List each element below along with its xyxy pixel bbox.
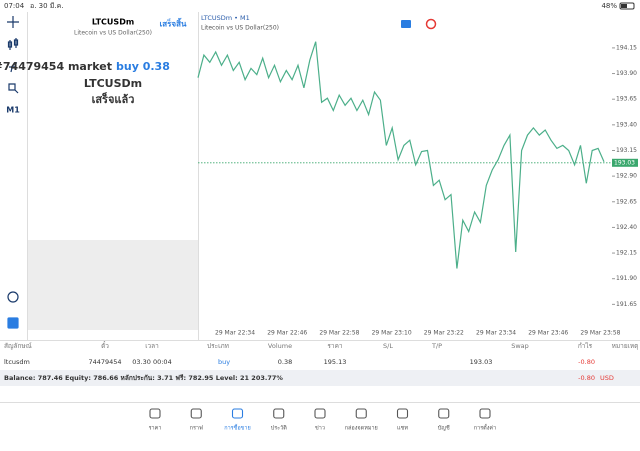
nav-icon[interactable] xyxy=(314,408,326,419)
objects-icon[interactable] xyxy=(8,83,19,94)
table-cell: 74479454 xyxy=(88,358,121,366)
nav-icon[interactable] xyxy=(396,408,409,419)
nav-icon[interactable] xyxy=(438,408,450,419)
order-result: เสร็จแล้ว xyxy=(92,92,135,106)
nav-icon[interactable] xyxy=(355,408,367,419)
nav-icon[interactable] xyxy=(231,408,244,419)
chart-description: Litecoin vs US Dollar(250) xyxy=(201,25,279,32)
table-header: สัญลักษณ์ xyxy=(4,342,32,350)
y-tick-label: 193.40 xyxy=(616,121,637,128)
nav-icons xyxy=(149,408,491,419)
order-id: #74479454 market xyxy=(0,60,112,73)
x-tick-label: 29 Mar 22:34 xyxy=(215,330,255,337)
table-header: S/L xyxy=(383,342,393,350)
nav-label[interactable]: กล่องจดหมาย xyxy=(345,426,378,432)
nav-icon[interactable] xyxy=(149,408,161,419)
table-header: ราคา xyxy=(327,342,342,350)
nav-label[interactable]: ข่าว xyxy=(315,426,325,432)
x-tick-label: 29 Mar 23:10 xyxy=(372,330,412,337)
toolbar xyxy=(7,16,19,329)
y-tick-label: 192.15 xyxy=(616,250,637,257)
status-time: 07:04 xyxy=(4,2,25,10)
nav-label[interactable]: การซื้อขาย xyxy=(224,424,250,432)
nav-icon[interactable] xyxy=(273,408,285,419)
table-cell: -0.80 xyxy=(578,358,595,366)
battery-level xyxy=(621,4,627,8)
x-tick-label: 29 Mar 23:46 xyxy=(528,330,568,337)
table-header: ประเภท xyxy=(207,342,229,350)
nav-icon[interactable] xyxy=(479,408,491,419)
add-icon[interactable] xyxy=(7,317,19,329)
status-date: อ. 30 มี.ค. xyxy=(30,2,64,10)
y-tick-label: 191.65 xyxy=(616,301,637,308)
x-tick-label: 29 Mar 23:34 xyxy=(476,330,516,337)
order-side: buy 0.38 xyxy=(116,60,170,73)
table-cell: ltcusdm xyxy=(4,358,30,366)
x-tick-label: 29 Mar 22:58 xyxy=(319,330,359,337)
x-tick-label: 29 Mar 23:22 xyxy=(424,330,464,337)
currency: USD xyxy=(600,374,614,382)
table-cell: 03.30 00:04 xyxy=(132,358,171,366)
current-price-box xyxy=(612,158,638,167)
table-header: Volume xyxy=(268,342,292,350)
balance-bar xyxy=(0,370,640,386)
order-description: Litecoin vs US Dollar(250) xyxy=(74,30,152,37)
table-header: Swap xyxy=(511,342,529,350)
chart-symbol: LTCUSDm • M1 xyxy=(201,14,250,22)
nav-label[interactable]: แชท xyxy=(397,425,408,432)
table-header: เวลา xyxy=(145,342,159,350)
y-tick-label: 193.65 xyxy=(616,96,637,103)
table-cell: 0.38 xyxy=(278,358,292,366)
battery-icon xyxy=(619,2,635,10)
y-tick-label: 191.90 xyxy=(616,275,637,282)
table-header: กำไร xyxy=(578,342,593,350)
function-icon[interactable] xyxy=(9,62,18,73)
y-tick-label: 192.40 xyxy=(616,224,637,231)
nav-label[interactable]: กราฟ xyxy=(190,425,203,432)
current-price-label: 193.03 xyxy=(614,159,635,166)
y-tick-label: 192.65 xyxy=(616,198,637,205)
nav-label[interactable]: บัญชี xyxy=(438,425,450,432)
y-tick-label: 193.90 xyxy=(616,70,637,77)
nav-label[interactable]: การตั้งค่า xyxy=(474,424,496,432)
crosshair-icon[interactable] xyxy=(7,16,19,28)
nav-icon[interactable] xyxy=(190,408,202,419)
price-axis xyxy=(612,12,640,340)
table-cell: 195.13 xyxy=(324,358,347,366)
order-symbol: LTCUSDm xyxy=(92,18,134,27)
search-icon[interactable] xyxy=(7,291,19,303)
total-profit: -0.80 xyxy=(578,374,595,382)
x-tick-label: 29 Mar 22:46 xyxy=(267,330,307,337)
y-tick-label: 192.90 xyxy=(616,173,637,180)
battery: 48% xyxy=(601,2,617,10)
done-button[interactable]: เสร็จสิ้น xyxy=(160,18,187,29)
y-tick-label: 193.15 xyxy=(616,147,637,154)
panel-empty xyxy=(28,240,198,330)
table-header: ตั๋ว xyxy=(101,341,109,350)
trade-icon[interactable] xyxy=(401,20,411,28)
nav-label[interactable]: ประวัติ xyxy=(271,425,287,432)
table-header: หมายเหตุ xyxy=(612,342,639,350)
balance: Balance: 787.46 Equity: 786.66 หลักประกั… xyxy=(4,374,283,382)
order-symbol-result: LTCUSDm xyxy=(84,77,142,90)
nav-label[interactable]: ราคา xyxy=(149,426,162,432)
table-header: T/P xyxy=(431,342,442,350)
indicators-icon[interactable] xyxy=(7,38,19,50)
table-cell: buy xyxy=(218,358,230,366)
x-tick-label: 29 Mar 23:58 xyxy=(580,330,620,337)
table-cell: 193.03 xyxy=(470,358,493,366)
y-tick-label: 194.15 xyxy=(616,44,637,51)
timeframe[interactable]: M1 xyxy=(6,106,20,115)
price-line xyxy=(197,41,605,269)
one-click-icon[interactable] xyxy=(425,18,437,30)
